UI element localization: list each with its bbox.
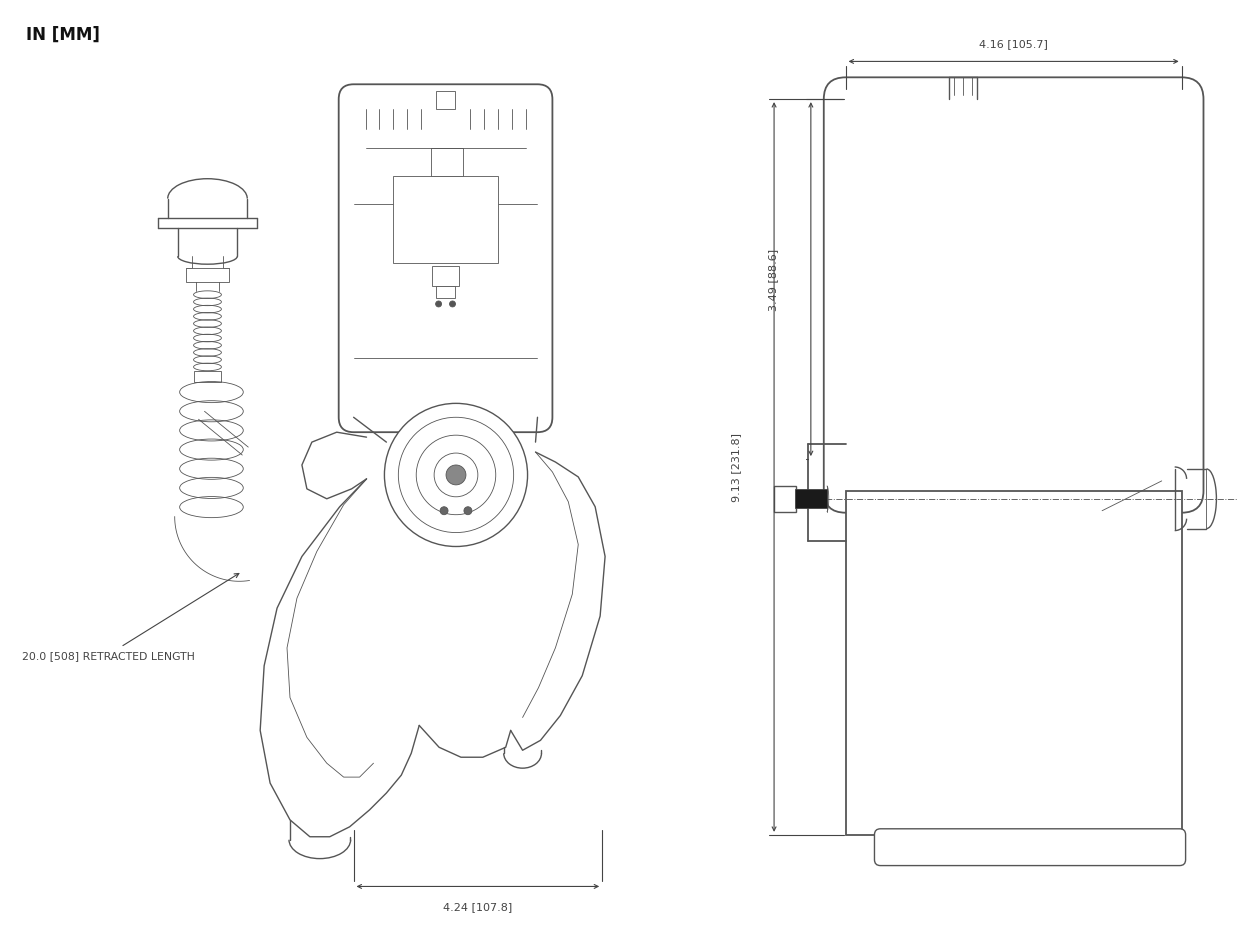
- Circle shape: [449, 301, 455, 308]
- Circle shape: [434, 453, 478, 497]
- Bar: [774, 487, 795, 512]
- Circle shape: [398, 418, 514, 533]
- Bar: [436, 92, 455, 110]
- Circle shape: [436, 301, 442, 308]
- Text: 4.24 [107.8]: 4.24 [107.8]: [443, 901, 513, 911]
- Circle shape: [385, 404, 527, 547]
- Bar: [795, 489, 827, 509]
- Text: 9.13 [231.8]: 9.13 [231.8]: [731, 433, 741, 502]
- FancyBboxPatch shape: [875, 829, 1185, 866]
- Circle shape: [464, 507, 472, 515]
- Text: 3.49 [88.6]: 3.49 [88.6]: [768, 248, 778, 311]
- Bar: [431, 148, 463, 176]
- Text: IN [MM]: IN [MM]: [26, 26, 99, 44]
- Bar: [393, 176, 498, 264]
- Circle shape: [416, 436, 495, 515]
- Bar: [436, 286, 455, 298]
- Bar: [432, 267, 459, 286]
- Text: 4.16 [105.7]: 4.16 [105.7]: [979, 40, 1049, 49]
- Bar: [845, 491, 1181, 835]
- Text: 20.0 [508] RETRACTED LENGTH: 20.0 [508] RETRACTED LENGTH: [21, 574, 238, 660]
- FancyBboxPatch shape: [824, 78, 1204, 514]
- FancyBboxPatch shape: [339, 85, 552, 433]
- Circle shape: [446, 465, 465, 486]
- Bar: [186, 269, 230, 283]
- Circle shape: [441, 507, 448, 515]
- Bar: [194, 371, 221, 383]
